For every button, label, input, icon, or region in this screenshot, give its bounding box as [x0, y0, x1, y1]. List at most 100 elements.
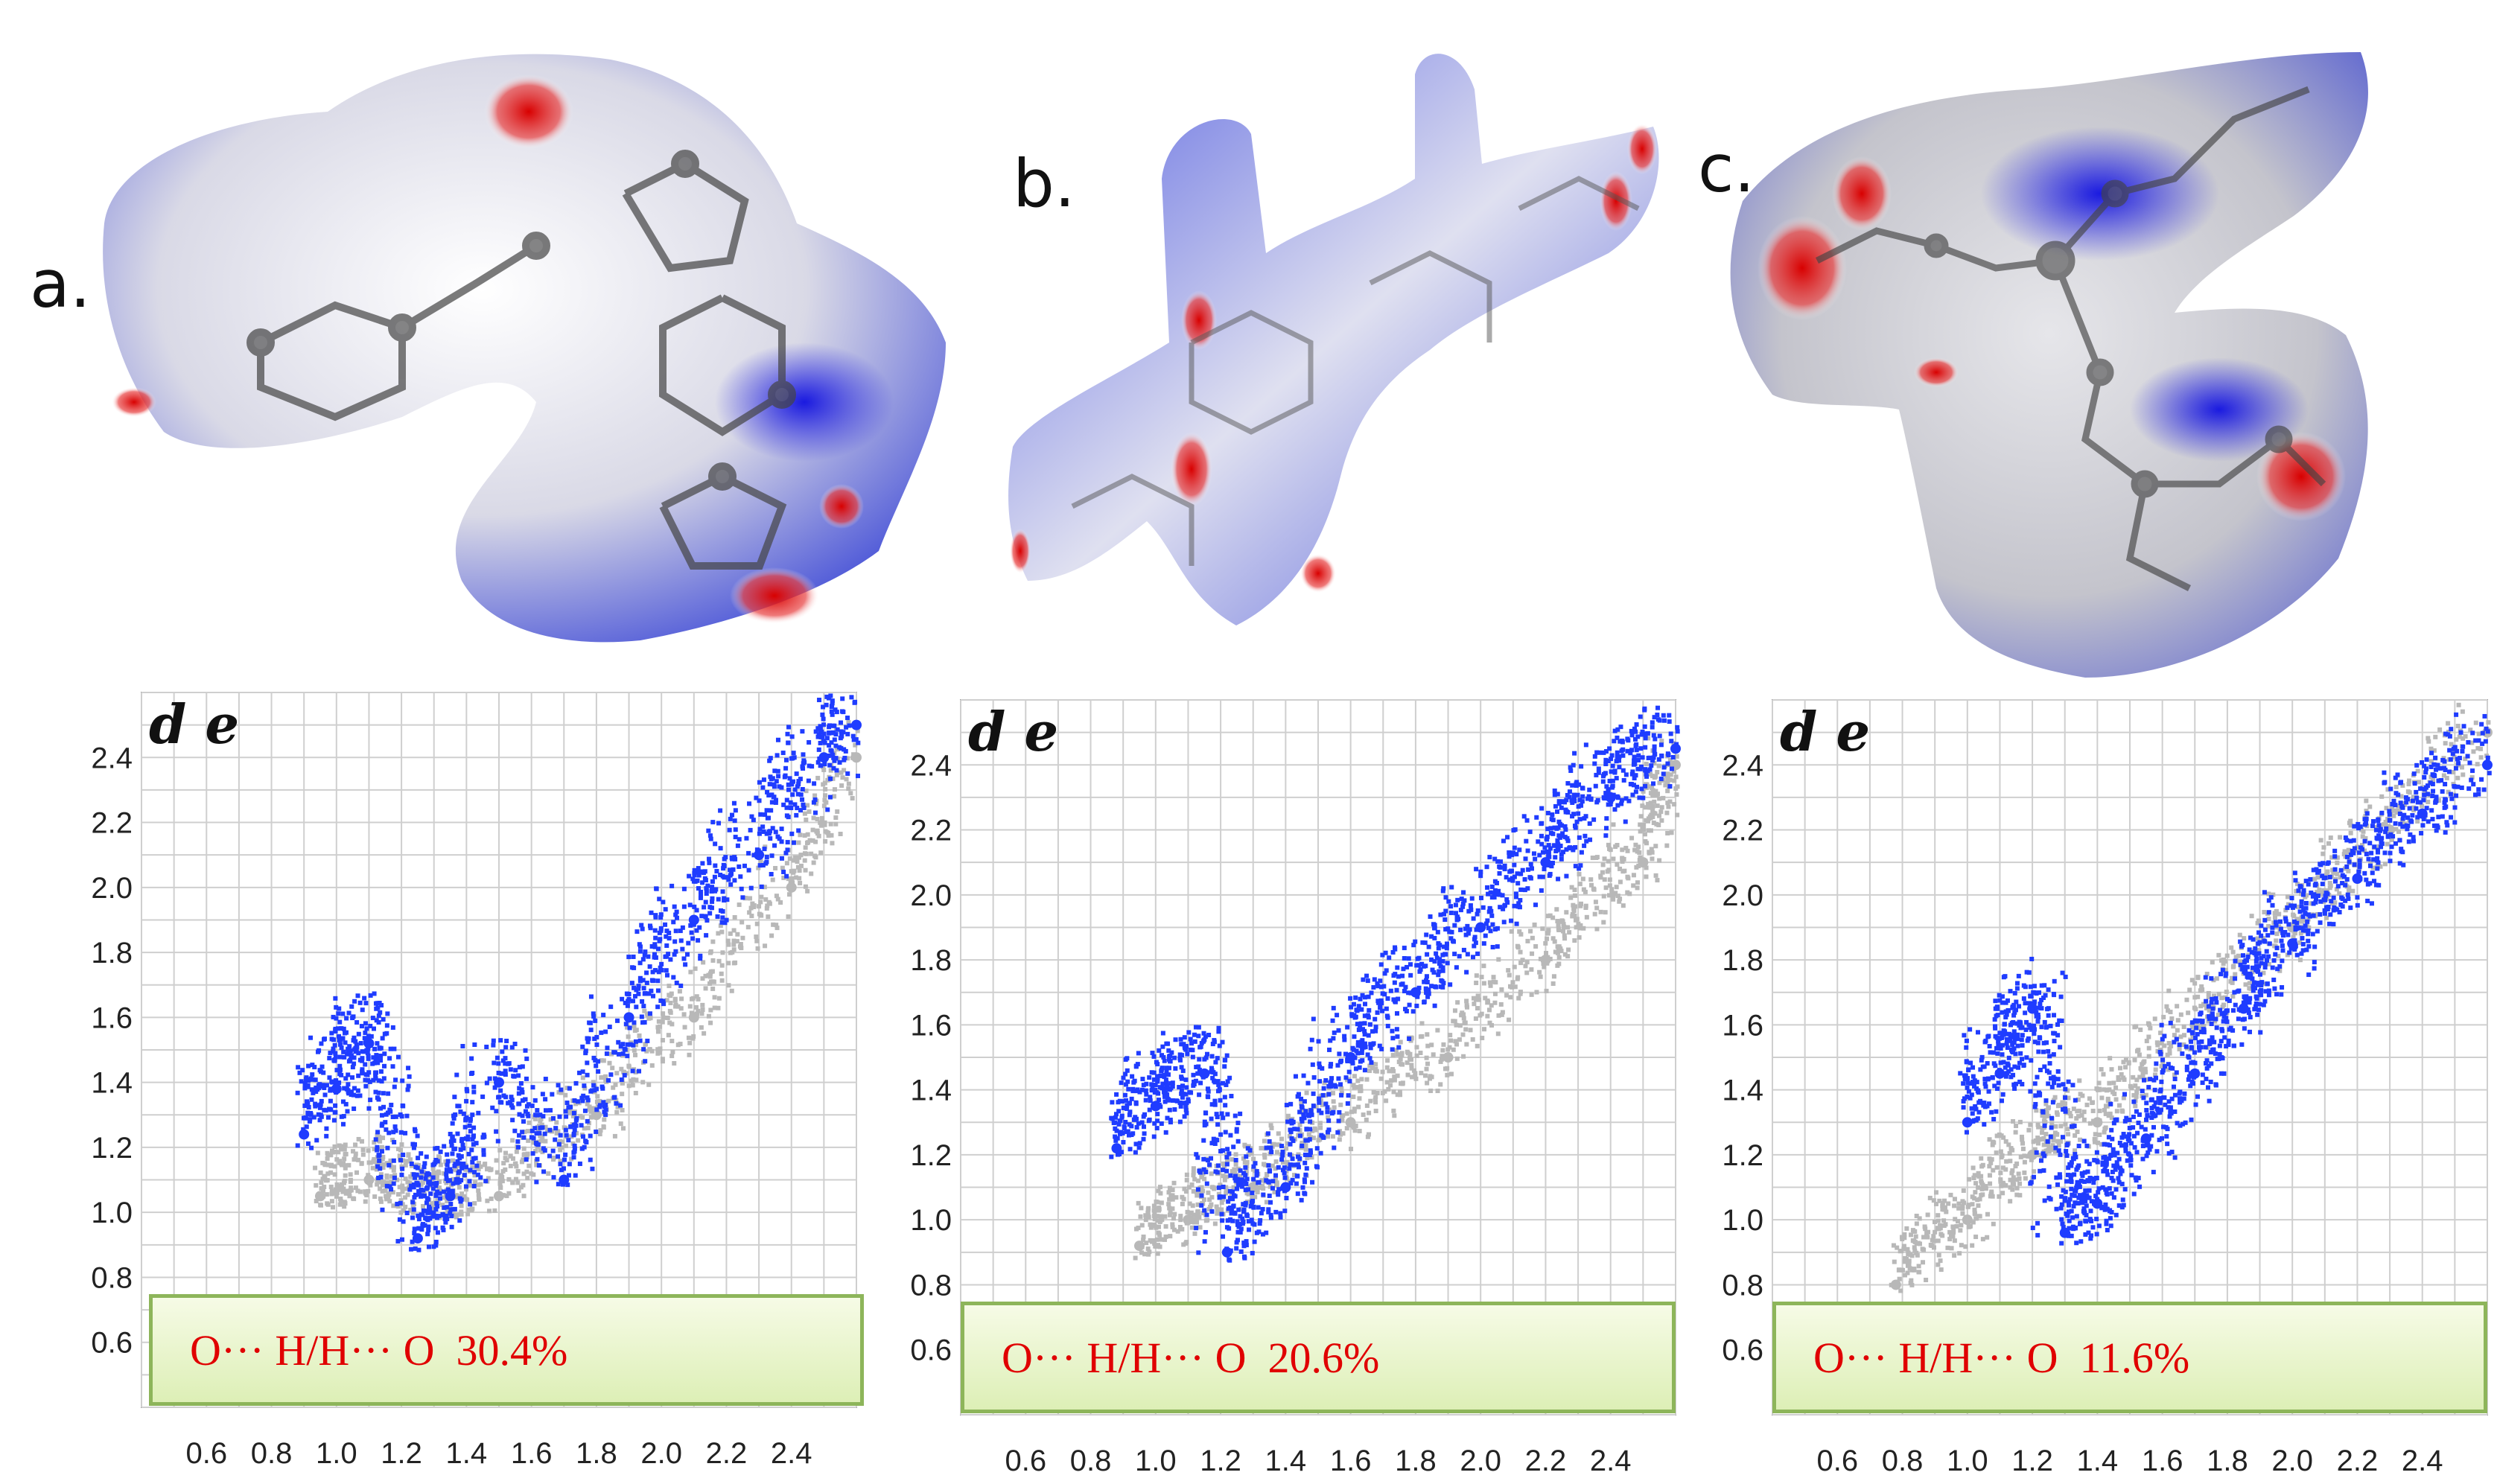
data-point	[1168, 1234, 1173, 1239]
data-point	[1227, 1188, 1232, 1194]
data-point	[1301, 1112, 1306, 1117]
data-point	[1570, 911, 1575, 917]
data-point	[2220, 1004, 2225, 1010]
data-point	[1378, 998, 1384, 1003]
data-point	[1266, 1163, 1271, 1168]
data-point	[433, 1213, 439, 1218]
data-point	[843, 748, 848, 754]
data-point	[738, 874, 743, 879]
data-point	[1256, 1205, 1261, 1210]
data-point	[430, 1162, 436, 1168]
data-point	[360, 1049, 365, 1054]
data-point	[474, 1163, 480, 1168]
data-point	[623, 1000, 628, 1005]
data-point	[385, 1110, 390, 1115]
data-point	[1451, 939, 1456, 944]
data-point	[1512, 874, 1517, 879]
data-point	[1646, 736, 1651, 741]
data-point	[2261, 970, 2266, 975]
data-point	[1515, 881, 1521, 886]
data-point	[1550, 818, 1556, 823]
data-point	[703, 986, 708, 991]
data-point	[668, 1010, 673, 1015]
data-point	[768, 756, 773, 761]
data-point	[1643, 745, 1648, 750]
data-point	[1474, 867, 1479, 872]
data-point	[438, 1149, 443, 1154]
data-point	[1192, 1220, 1197, 1225]
data-point	[673, 929, 678, 934]
data-point	[1584, 838, 1589, 844]
data-point	[520, 1064, 525, 1069]
data-point	[1484, 864, 1489, 870]
data-point	[2087, 1121, 2093, 1126]
data-point	[1116, 1121, 1122, 1127]
data-point	[1658, 776, 1664, 781]
data-point	[350, 1065, 355, 1070]
data-point	[1336, 1076, 1341, 1081]
data-point	[1228, 1217, 1233, 1222]
data-point	[579, 1095, 585, 1101]
data-point	[1166, 1190, 1171, 1195]
data-point	[1224, 1162, 1230, 1167]
data-point	[1264, 1200, 1269, 1205]
data-point	[1392, 1074, 1397, 1080]
data-point	[1190, 1054, 1195, 1060]
data-point	[410, 1239, 415, 1244]
data-point	[384, 1194, 389, 1199]
data-point	[1562, 824, 1568, 829]
data-point	[1611, 822, 1616, 827]
data-point	[501, 1161, 506, 1166]
data-point	[1542, 964, 1547, 969]
data-point	[325, 1150, 330, 1156]
data-point	[1127, 1101, 1133, 1106]
data-point	[329, 1188, 334, 1194]
data-point	[430, 1175, 436, 1180]
data-point	[1498, 859, 1504, 864]
data-point	[2043, 1132, 2049, 1137]
data-point	[1191, 1072, 1196, 1077]
data-point	[2350, 888, 2356, 894]
data-point	[1625, 748, 1630, 754]
data-point	[385, 1011, 390, 1016]
data-point	[1224, 1188, 1229, 1193]
data-point	[351, 1038, 356, 1043]
data-point	[1437, 943, 1442, 948]
data-point	[352, 1061, 357, 1066]
data-point	[1216, 1185, 1221, 1191]
data-point	[494, 1109, 499, 1114]
data-point	[647, 964, 652, 969]
data-point	[726, 961, 731, 966]
data-point	[1151, 1054, 1157, 1059]
data-point	[406, 1066, 411, 1071]
data-point	[1228, 1173, 1233, 1178]
data-point	[652, 942, 658, 947]
data-point	[1897, 1267, 1902, 1273]
data-point	[2167, 1046, 2172, 1051]
data-point	[399, 1142, 404, 1147]
data-point	[1227, 1151, 1232, 1156]
data-point	[1508, 984, 1513, 989]
data-point	[1174, 1098, 1180, 1104]
data-point	[395, 1238, 401, 1243]
data-point	[754, 938, 760, 943]
data-point	[520, 1113, 525, 1118]
data-point	[1461, 1054, 1466, 1059]
data-point	[2285, 894, 2290, 899]
data-point	[1645, 768, 1650, 774]
data-point	[834, 710, 839, 715]
data-point	[660, 1059, 665, 1064]
data-point	[1429, 1042, 1434, 1048]
data-point	[1439, 1057, 1444, 1062]
data-point	[1553, 855, 1558, 860]
data-point	[1495, 892, 1500, 897]
data-point	[725, 938, 731, 943]
data-point	[1640, 803, 1645, 809]
data-point	[425, 1217, 430, 1223]
data-point	[667, 930, 672, 935]
data-point	[696, 886, 701, 891]
data-point	[818, 726, 823, 731]
data-point	[1642, 732, 1647, 737]
data-point	[1369, 990, 1374, 996]
data-point	[1531, 851, 1536, 856]
